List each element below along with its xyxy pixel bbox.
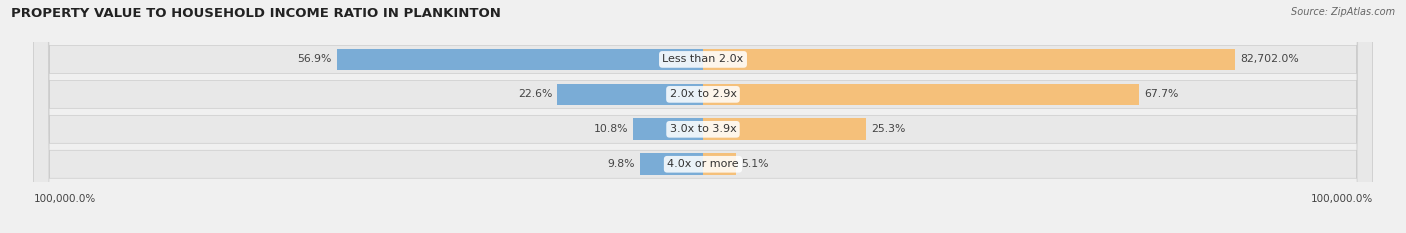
Text: 82,702.0%: 82,702.0% [1240,55,1299,64]
Text: 25.3%: 25.3% [872,124,905,134]
Text: 4.0x or more: 4.0x or more [668,159,738,169]
Text: 100,000.0%: 100,000.0% [34,194,96,204]
Text: 100,000.0%: 100,000.0% [1310,194,1372,204]
FancyBboxPatch shape [34,0,1372,233]
FancyBboxPatch shape [34,0,1372,233]
Bar [558,83,703,105]
Text: 3.0x to 3.9x: 3.0x to 3.9x [669,124,737,134]
Text: 10.8%: 10.8% [593,124,628,134]
Bar [640,153,703,175]
FancyBboxPatch shape [34,0,1372,233]
Text: 2.0x to 2.9x: 2.0x to 2.9x [669,89,737,99]
FancyBboxPatch shape [34,0,1372,233]
Text: PROPERTY VALUE TO HOUSEHOLD INCOME RATIO IN PLANKINTON: PROPERTY VALUE TO HOUSEHOLD INCOME RATIO… [11,7,501,20]
Text: Source: ZipAtlas.com: Source: ZipAtlas.com [1291,7,1395,17]
Bar [703,118,866,140]
Text: Less than 2.0x: Less than 2.0x [662,55,744,64]
Text: 9.8%: 9.8% [607,159,634,169]
Bar [336,49,703,70]
Text: 56.9%: 56.9% [297,55,332,64]
Text: 67.7%: 67.7% [1144,89,1178,99]
Bar [703,83,1139,105]
Text: 5.1%: 5.1% [741,159,769,169]
Bar [634,118,703,140]
Text: 22.6%: 22.6% [517,89,553,99]
Bar [703,153,735,175]
Bar [703,49,1236,70]
